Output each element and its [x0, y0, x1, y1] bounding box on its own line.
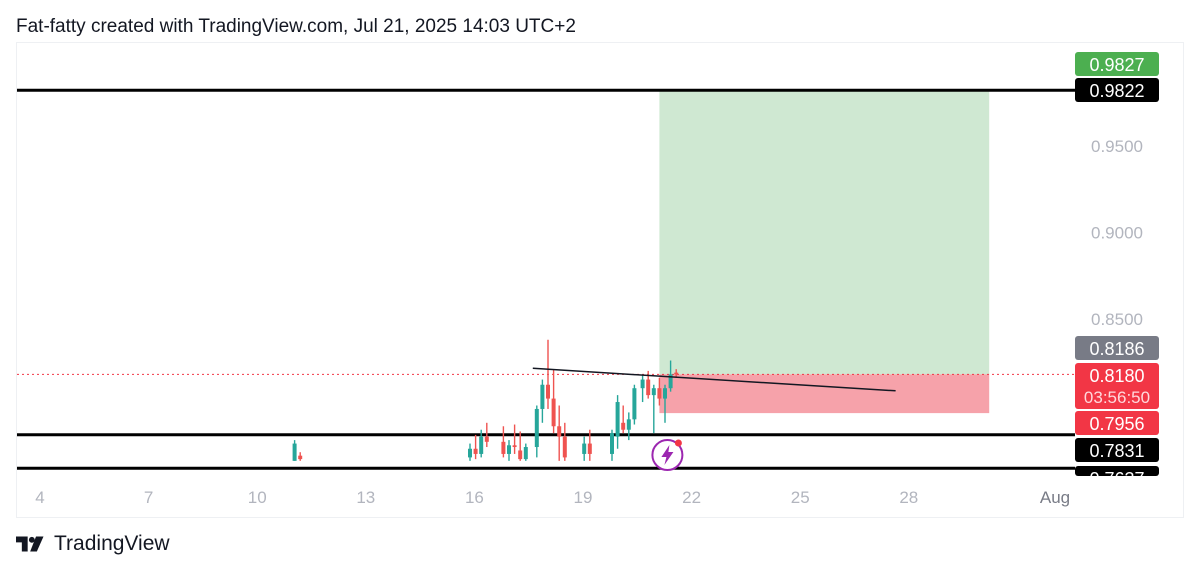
x-tick-label: 25 — [791, 488, 810, 507]
y-tick-label: 0.8500 — [1091, 310, 1143, 329]
lightning-bolt-icon — [661, 445, 674, 465]
candle-body[interactable] — [540, 384, 545, 409]
x-tick-label: 16 — [465, 488, 484, 507]
candle-body[interactable] — [582, 443, 587, 454]
candle-body[interactable] — [551, 398, 556, 427]
y-tick-label: 0.9000 — [1091, 224, 1143, 243]
candle-body[interactable] — [621, 422, 626, 430]
candle-body[interactable] — [651, 388, 656, 396]
chart-header: Fat-fatty created with TradingView.com, … — [16, 16, 576, 37]
candle-body[interactable] — [298, 455, 303, 460]
candle-body[interactable] — [657, 388, 662, 399]
candle-body[interactable] — [626, 419, 631, 430]
x-tick-label: 13 — [356, 488, 375, 507]
y-tick-label: 0.9500 — [1091, 137, 1143, 156]
candle-body[interactable] — [292, 443, 297, 461]
candle-body[interactable] — [523, 447, 528, 460]
candle-body[interactable] — [674, 372, 679, 375]
candle-body[interactable] — [610, 433, 614, 454]
price-tag-text: 0.8180 — [1089, 366, 1144, 386]
x-tick-label: 22 — [682, 488, 701, 507]
candle-body[interactable] — [557, 426, 562, 437]
candle-body[interactable] — [632, 388, 637, 420]
price-tag-text: 0.8186 — [1089, 339, 1144, 359]
price-tag[interactable] — [1075, 336, 1159, 360]
price-tag-text: 0.9827 — [1089, 55, 1144, 75]
candle-body[interactable] — [646, 379, 651, 396]
x-tick-label: 4 — [35, 488, 44, 507]
candle-body[interactable] — [512, 445, 517, 448]
x-tick-label: 10 — [248, 488, 267, 507]
x-tick-label: 19 — [574, 488, 593, 507]
candle-body[interactable] — [562, 436, 567, 458]
trendline[interactable] — [532, 367, 896, 392]
notification-dot — [674, 439, 682, 447]
candle-body[interactable] — [468, 448, 472, 458]
price-tag[interactable] — [1075, 438, 1159, 462]
x-tick-label: Aug — [1040, 488, 1070, 507]
countdown-text: 03:56:50 — [1084, 388, 1150, 407]
price-tag-text: 0.7637 — [1089, 469, 1144, 489]
stop-loss-zone[interactable] — [659, 374, 990, 414]
price-tag[interactable] — [1075, 363, 1159, 409]
candle-body[interactable] — [546, 384, 550, 399]
candle-body[interactable] — [501, 441, 506, 454]
tradingview-logo-icon — [16, 536, 44, 552]
candle-body[interactable] — [507, 445, 511, 454]
candle-body[interactable] — [534, 408, 539, 448]
target-zone[interactable] — [659, 90, 990, 375]
price-tag-text: 0.7956 — [1089, 414, 1144, 434]
price-tag[interactable] — [1075, 411, 1159, 435]
candle-body[interactable] — [663, 388, 667, 399]
price-tag-text: 0.9822 — [1089, 81, 1144, 101]
price-tag-text: 0.7831 — [1089, 441, 1144, 461]
candle-body[interactable] — [668, 374, 673, 389]
candle-body[interactable] — [587, 443, 592, 454]
x-tick-label: 7 — [144, 488, 153, 507]
candle-body[interactable] — [473, 448, 478, 454]
price-tag[interactable] — [1075, 52, 1159, 76]
chart-frame — [16, 42, 1184, 518]
candle-body[interactable] — [484, 436, 489, 442]
footer-brand[interactable]: TradingView — [16, 532, 170, 556]
footer-brand-label: TradingView — [54, 532, 170, 555]
price-tag[interactable] — [1075, 78, 1159, 102]
candle-body[interactable] — [479, 436, 484, 454]
candles-group — [292, 339, 679, 461]
candle-body[interactable] — [640, 379, 645, 389]
price-tag[interactable] — [1075, 466, 1159, 476]
candle-body[interactable] — [615, 402, 620, 437]
x-tick-label: 28 — [899, 488, 918, 507]
candle-body[interactable] — [518, 450, 523, 460]
